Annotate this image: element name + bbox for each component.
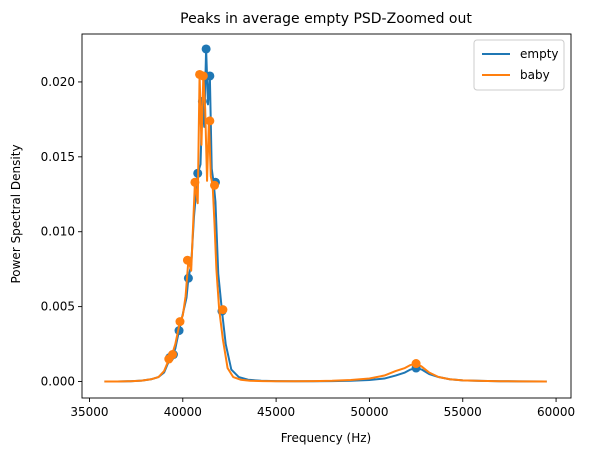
- series-line-empty: [104, 47, 547, 383]
- y-tick-label: 0.005: [41, 300, 75, 314]
- peak-marker-baby: [175, 317, 185, 327]
- peak-marker-empty: [205, 71, 215, 81]
- y-tick-label: 0.000: [41, 375, 75, 389]
- x-axis-title: Frequency (Hz): [281, 431, 372, 445]
- y-axis-title: Power Spectral Density: [9, 144, 23, 283]
- peak-marker-baby: [168, 350, 178, 360]
- peak-marker-empty: [201, 44, 211, 54]
- plot-area: [81, 33, 572, 399]
- plot-frame: [81, 33, 572, 399]
- peak-marker-baby: [198, 71, 208, 81]
- legend-label-baby: baby: [520, 68, 550, 82]
- x-tick-label: 55000: [444, 405, 482, 419]
- peak-marker-baby: [210, 180, 220, 190]
- legend-box: [473, 39, 565, 91]
- peak-marker-empty: [183, 273, 193, 283]
- peak-marker-baby: [190, 177, 200, 187]
- y-axis: 0.000 0.005 0.010 0.015 0.020: [41, 75, 82, 389]
- x-tick-label: 60000: [537, 405, 575, 419]
- y-tick-label: 0.010: [41, 225, 75, 239]
- peak-marker-baby: [205, 116, 215, 126]
- legend-label-empty: empty: [520, 47, 559, 61]
- series-layer: [104, 44, 547, 383]
- peak-marker-baby: [182, 255, 192, 265]
- legend: empty baby: [473, 39, 565, 91]
- x-tick-label: 35000: [70, 405, 108, 419]
- y-tick-label: 0.020: [41, 75, 75, 89]
- series-line-baby: [104, 73, 547, 383]
- x-axis: 35000 40000 45000 50000 55000 60000: [70, 398, 575, 419]
- x-tick-label: 50000: [350, 405, 388, 419]
- chart-title: Peaks in average empty PSD-Zoomed out: [180, 11, 472, 27]
- peak-marker-baby: [411, 359, 421, 369]
- x-tick-label: 40000: [164, 405, 202, 419]
- peak-marker-baby: [218, 305, 228, 315]
- x-tick-label: 45000: [257, 405, 295, 419]
- y-tick-label: 0.015: [41, 150, 75, 164]
